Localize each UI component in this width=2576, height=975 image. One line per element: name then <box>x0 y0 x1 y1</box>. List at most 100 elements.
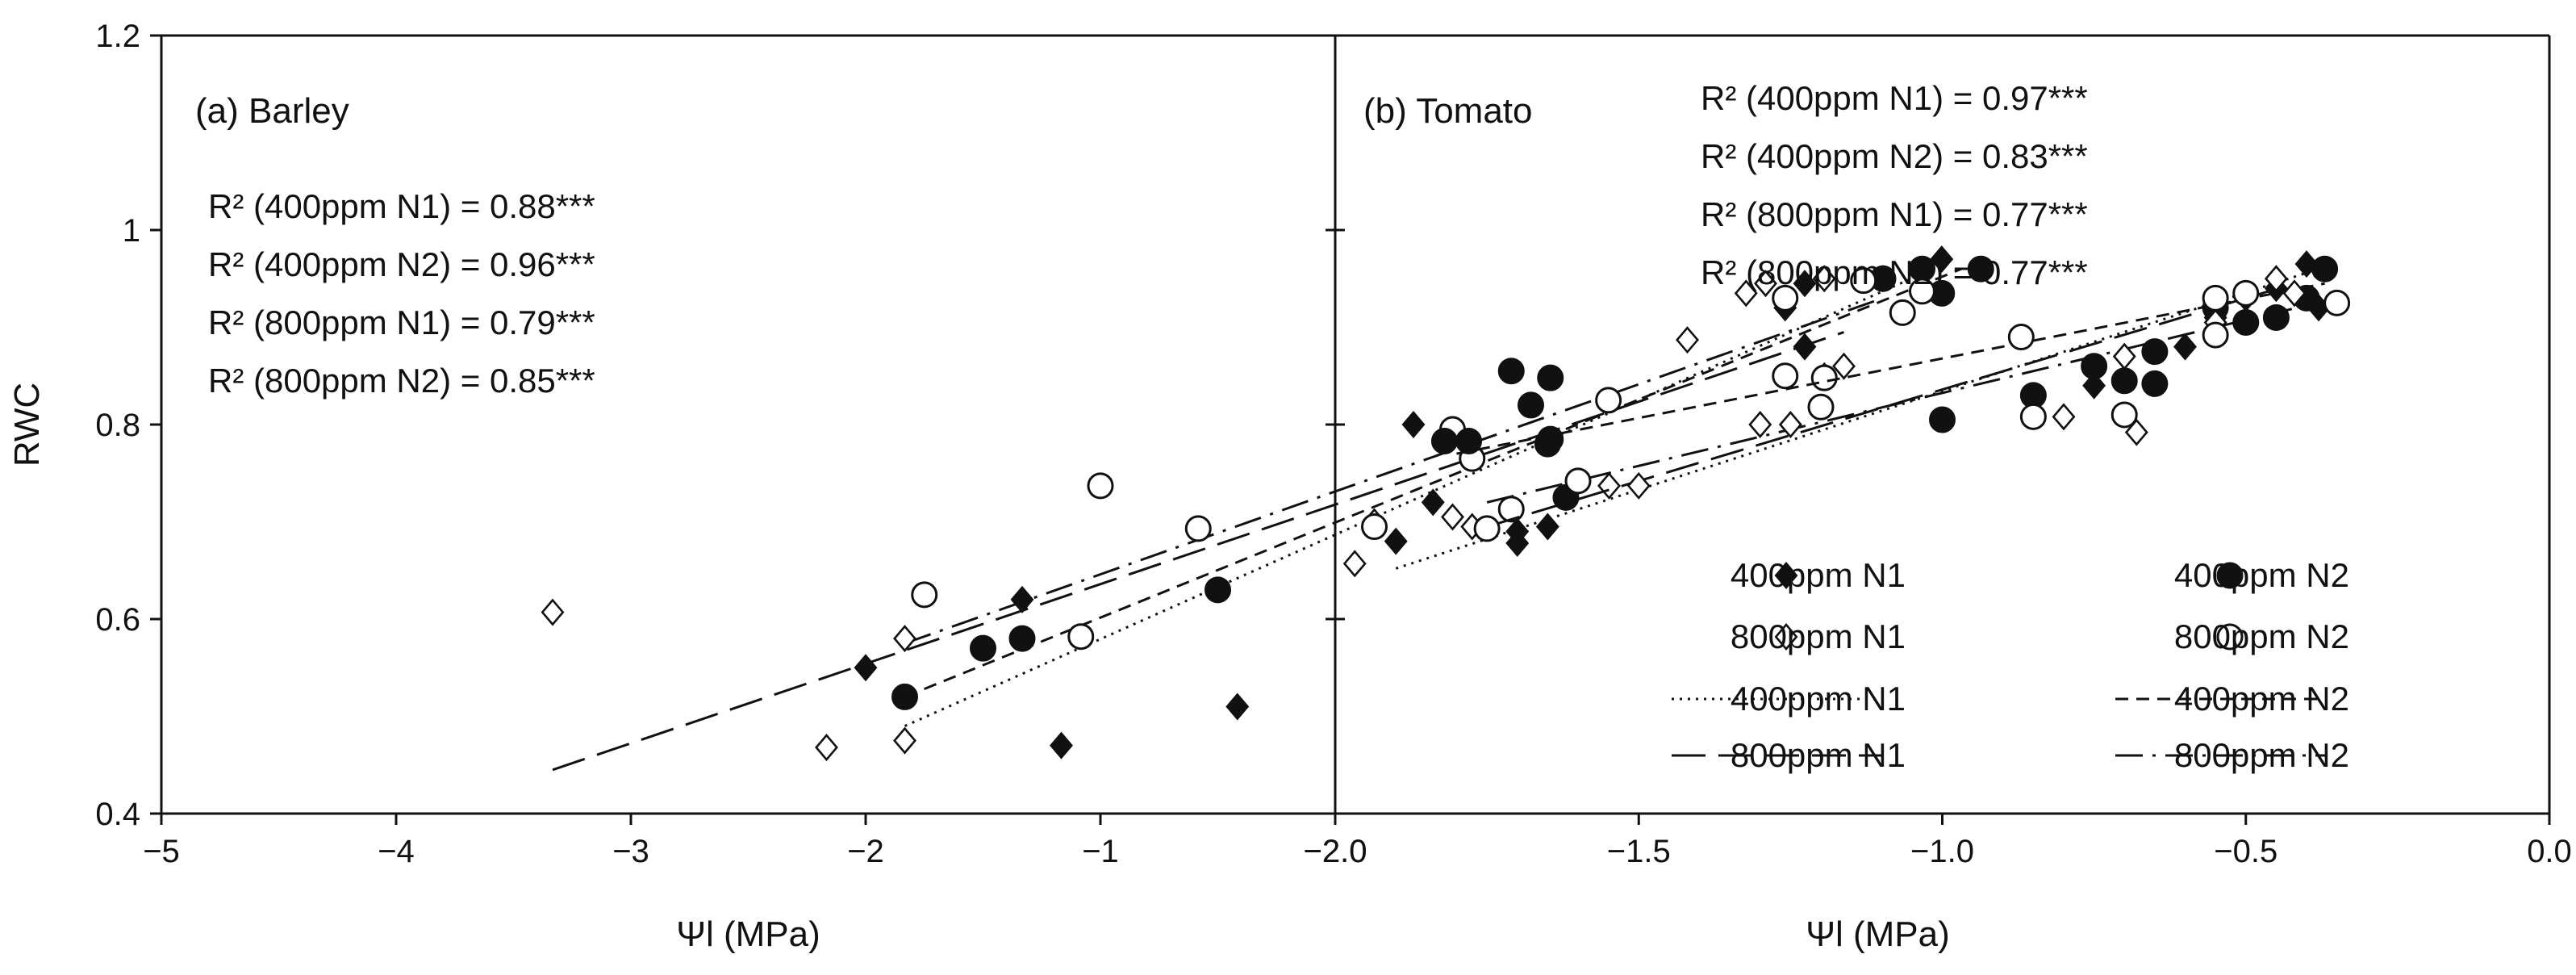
data-point-circle-open <box>1807 393 1835 421</box>
x-tick-label: −2.0 <box>1304 834 1367 869</box>
data-point-diamond-open <box>2124 418 2148 446</box>
data-point-diamond-open <box>1441 503 1464 531</box>
legend-label: 400ppm N2 <box>2174 556 2349 594</box>
data-point-diamond-filled <box>1793 270 1817 298</box>
x-tick-label: −3 <box>612 834 649 869</box>
x-tick-label: −2.0 <box>1304 834 1367 869</box>
x-axis-label: Ψl (MPa) <box>1806 914 1950 954</box>
data-point-circle-open <box>1361 513 1388 541</box>
r2-annotation: R² (400ppm N2) = 0.96*** <box>208 245 595 283</box>
fit-line-dash-dot <box>904 296 1884 645</box>
data-point-diamond-filled <box>1384 527 1408 555</box>
y-tick-label: 1 <box>123 213 140 249</box>
data-point-circle-filled <box>2110 367 2138 395</box>
panel-title: (a) Barley <box>195 91 349 131</box>
data-point-circle-filled <box>1497 358 1525 385</box>
y-tick-label: 0.8 <box>95 408 140 443</box>
data-point-circle-open <box>1595 387 1622 414</box>
data-point-circle-filled <box>2311 255 2339 282</box>
data-point-diamond-filled <box>854 654 878 682</box>
data-point-diamond-open <box>1748 410 1772 439</box>
data-point-diamond-open <box>2264 265 2288 293</box>
data-point-diamond-open <box>1676 326 1699 354</box>
data-point-circle-open <box>1889 299 1916 326</box>
r2-annotation: R² (400ppm N2) = 0.83*** <box>1701 137 2088 175</box>
data-point-circle-filled <box>2262 303 2290 331</box>
data-point-circle-filled <box>2081 353 2108 380</box>
data-point-circle-open <box>2019 403 2047 430</box>
data-point-circle-open <box>1087 472 1114 500</box>
legend-label: 800ppm N2 <box>2174 736 2349 774</box>
legend-marker-circle-open <box>2216 623 2244 651</box>
data-point-diamond-open <box>541 598 565 626</box>
data-point-diamond-filled <box>1535 513 1559 541</box>
legend-marker-circle-filled <box>2216 562 2244 589</box>
panel-b-tomato: −2.0 −1.5 −1.0 −0.5 0.0 Ψl (MPa) (b) Tomato R² … <box>1304 34 2572 954</box>
data-point-diamond-open <box>1778 410 1802 439</box>
data-point-diamond-open <box>815 734 838 762</box>
data-point-diamond-open <box>1832 352 1856 380</box>
legend-marker-diamond-open <box>1774 622 1798 651</box>
data-point-diamond-filled <box>1050 731 1073 759</box>
fit-line-dashed <box>1456 282 2325 455</box>
r2-annotation: R² (800ppm N1) = 0.77*** <box>1701 195 2088 233</box>
data-point-diamond-filled <box>1930 245 1954 274</box>
data-point-diamond-filled <box>1225 693 1250 721</box>
data-point-circle-open <box>2007 324 2035 351</box>
data-point-circle-filled <box>1534 430 1561 458</box>
legend-label: 800ppm N1 <box>1731 736 1906 774</box>
data-point-circle-filled <box>1008 625 1036 652</box>
data-point-circle-open <box>2110 401 2138 429</box>
data-point-circle-open <box>2202 321 2229 349</box>
data-point-diamond-filled <box>2173 333 2197 361</box>
data-point-circle-filled <box>1518 391 1544 419</box>
legend-label: 400ppm N1 <box>1731 556 1906 594</box>
x-tick-label: 0.0 <box>2527 834 2572 869</box>
data-point-diamond-open <box>2282 279 2307 308</box>
data-point-circle-open <box>1184 515 1212 542</box>
data-point-circle-filled <box>2232 308 2260 336</box>
data-point-diamond-filled <box>1401 410 1426 439</box>
data-point-circle-filled <box>1430 427 1458 454</box>
r2-annotation: R² (800ppm N2) = 0.77*** <box>1701 253 2088 291</box>
data-point-circle-open <box>1772 362 1799 390</box>
y-tick-label: 0.4 <box>95 797 140 832</box>
r2-annotation: R² (800ppm N1) = 0.79*** <box>208 303 595 341</box>
r2-annotation: R² (400ppm N1) = 0.97*** <box>1701 79 2088 117</box>
data-point-circle-open <box>2202 284 2229 312</box>
r2-annotation: R² (800ppm N2) = 0.85*** <box>208 362 595 400</box>
legend: 400ppm N1 400ppm N2 800ppm N1 800ppm N2 400p… <box>1672 556 2349 774</box>
data-point-diamond-filled <box>2082 371 2106 400</box>
data-point-diamond-open <box>893 726 916 755</box>
x-tick-label: −1 <box>1082 834 1119 869</box>
legend-label: 400ppm N2 <box>2174 680 2349 718</box>
data-point-circle-open <box>1850 267 1877 295</box>
x-tick-label: −0.5 <box>2214 834 2277 869</box>
legend-label: 800ppm N1 <box>1731 617 1906 655</box>
x-axis-label: Ψl (MPa) <box>676 914 820 954</box>
data-point-circle-open <box>1473 515 1501 542</box>
data-point-circle-filled <box>891 683 918 710</box>
x-tick-label: −4 <box>378 834 415 869</box>
data-point-circle-open <box>1497 496 1525 523</box>
data-point-diamond-open <box>2052 403 2076 431</box>
data-point-circle-open <box>2232 279 2260 307</box>
data-point-diamond-open <box>1734 279 1758 308</box>
y-tick-label: 0.6 <box>95 602 140 638</box>
data-point-circle-open <box>2323 289 2351 316</box>
data-point-diamond-filled <box>1010 585 1034 613</box>
panel-title: (b) Tomato <box>1363 91 1533 131</box>
data-point-circle-filled <box>1929 406 1956 433</box>
legend-label: 800ppm N2 <box>2174 617 2349 655</box>
data-point-circle-open <box>1067 623 1095 651</box>
data-point-circle-open <box>1772 284 1799 312</box>
data-point-circle-filled <box>1537 364 1564 391</box>
y-tick-label: 1.2 <box>95 19 140 54</box>
data-point-diamond-open <box>1754 270 1777 298</box>
x-tick-label: −1.5 <box>1607 834 1671 869</box>
x-tick-label: −2 <box>847 834 884 869</box>
data-point-diamond-open <box>1812 265 1836 293</box>
data-point-circle-open <box>1909 278 1935 305</box>
